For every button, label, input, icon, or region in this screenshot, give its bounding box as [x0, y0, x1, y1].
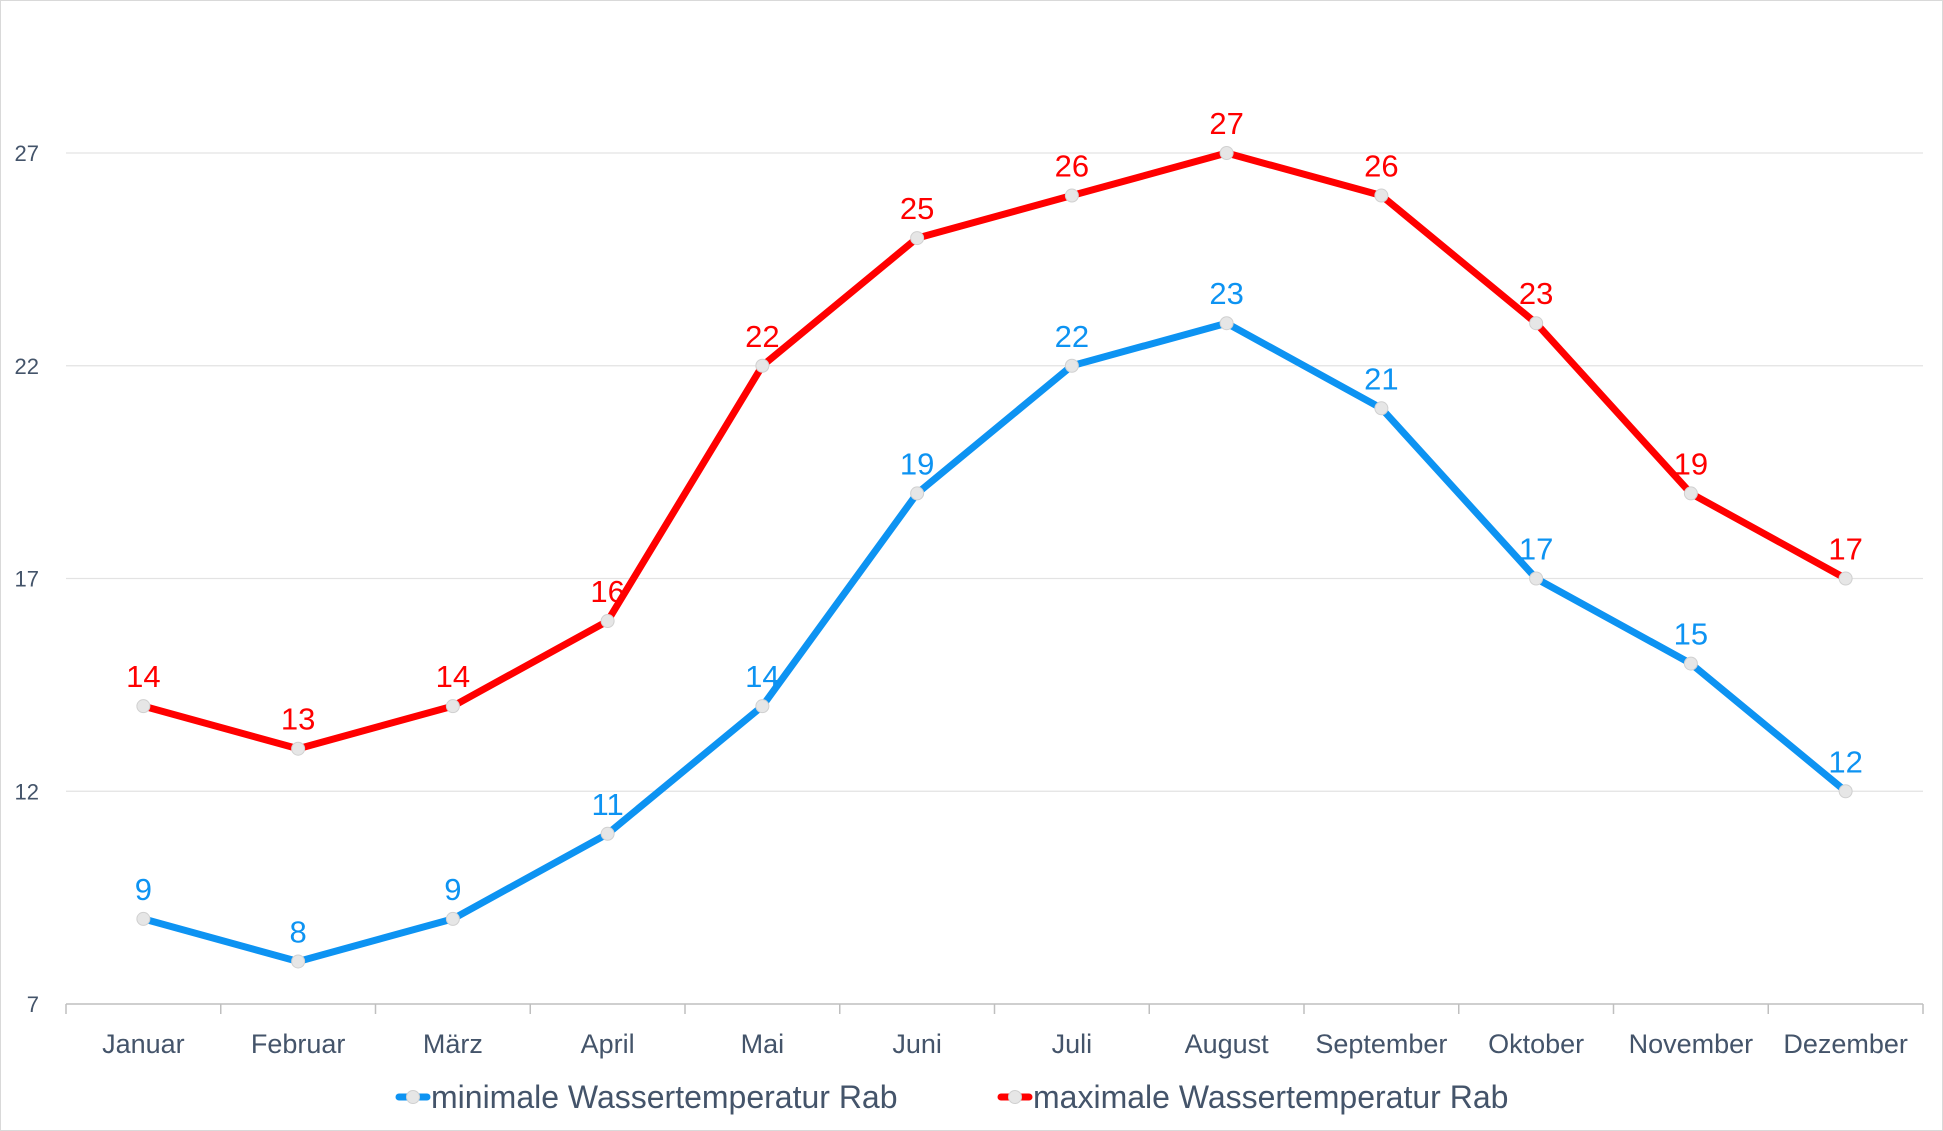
- x-tick-label: Oktober: [1488, 1029, 1584, 1059]
- data-point: [910, 231, 925, 246]
- y-tick-label: 12: [15, 779, 39, 804]
- data-point: [445, 911, 460, 926]
- legend-label: minimale Wassertemperatur Rab: [431, 1079, 898, 1115]
- data-labels: 9 8 9 11 14 19 22 23 21 17 15 12 14 13 14 16 22 25 26 27 26 2…: [126, 106, 1863, 949]
- data-point: [291, 741, 306, 756]
- data-point: [910, 486, 925, 501]
- data-point: [1219, 316, 1234, 331]
- x-tick-label: Juli: [1052, 1029, 1093, 1059]
- data-point: [1529, 316, 1544, 331]
- data-label: 14: [745, 659, 779, 694]
- data-label: 11: [592, 787, 624, 822]
- data-point: [1219, 146, 1234, 160]
- data-label: 22: [1055, 319, 1089, 354]
- data-markers: [136, 146, 1853, 969]
- data-label: 16: [590, 574, 624, 609]
- data-point: [1683, 656, 1698, 671]
- legend-swatch-marker: [1008, 1090, 1022, 1104]
- x-tick-label: Januar: [102, 1029, 185, 1059]
- data-point: [136, 699, 151, 714]
- data-point: [1838, 784, 1853, 799]
- data-point: [1064, 358, 1079, 373]
- data-point: [755, 358, 770, 373]
- data-label: 23: [1519, 276, 1553, 311]
- data-label: 12: [1828, 744, 1862, 779]
- data-label: 9: [444, 872, 461, 907]
- data-label: 23: [1209, 276, 1243, 311]
- series-lines: [139, 149, 1850, 965]
- data-point: [1374, 401, 1389, 416]
- y-tick-label: 22: [15, 354, 39, 379]
- legend-item: minimale Wassertemperatur Rab: [395, 1079, 898, 1115]
- data-label: 15: [1674, 617, 1708, 652]
- data-label: 8: [290, 914, 307, 949]
- series-line-max: [139, 149, 1850, 753]
- data-label: 14: [126, 659, 160, 694]
- data-point: [1838, 571, 1853, 586]
- data-label: 17: [1828, 532, 1862, 567]
- data-point: [1064, 188, 1079, 203]
- series-line-min: [139, 319, 1850, 965]
- legend-swatch-marker: [406, 1090, 420, 1104]
- legend-label: maximale Wassertemperatur Rab: [1033, 1079, 1508, 1115]
- x-tick-label: November: [1629, 1029, 1754, 1059]
- y-axis-tick-labels: 7 12 17 22 27: [15, 141, 39, 1017]
- x-tick-label: Juni: [892, 1029, 942, 1059]
- x-tick-label: Dezember: [1783, 1029, 1908, 1059]
- legend: minimale Wassertemperatur Rab maximale Wa…: [395, 1079, 1508, 1115]
- x-axis: [65, 1003, 1924, 1014]
- data-label: 17: [1519, 532, 1553, 567]
- data-label: 19: [1674, 446, 1708, 481]
- y-tick-label: 27: [15, 141, 39, 166]
- data-label: 9: [135, 872, 152, 907]
- data-point: [445, 699, 460, 714]
- data-label: 13: [281, 702, 315, 737]
- data-point: [755, 699, 770, 714]
- x-tick-label: April: [581, 1029, 635, 1059]
- data-point: [600, 826, 615, 841]
- data-label: 14: [436, 659, 470, 694]
- data-label: 25: [900, 191, 934, 226]
- data-point: [600, 614, 615, 629]
- gridlines: [66, 152, 1923, 792]
- data-point: [291, 954, 306, 969]
- data-label: 19: [900, 446, 934, 481]
- x-axis-tick-labels: Januar Februar März April Mai Juni Juli August S…: [102, 1029, 1908, 1059]
- x-tick-label: März: [423, 1029, 483, 1059]
- x-tick-label: Mai: [741, 1029, 785, 1059]
- legend-item: maximale Wassertemperatur Rab: [997, 1079, 1508, 1115]
- x-tick-label: Februar: [251, 1029, 346, 1059]
- data-point: [1529, 571, 1544, 586]
- data-label: 22: [745, 319, 779, 354]
- data-label: 26: [1364, 149, 1398, 184]
- x-tick-label: August: [1185, 1029, 1270, 1059]
- data-label: 27: [1209, 106, 1243, 141]
- y-tick-label: 17: [15, 567, 39, 592]
- data-point: [1374, 188, 1389, 203]
- x-tick-label: September: [1315, 1029, 1447, 1059]
- data-label: 26: [1055, 149, 1089, 184]
- data-point: [136, 911, 151, 926]
- data-label: 21: [1364, 361, 1398, 396]
- y-tick-label: 7: [27, 992, 39, 1017]
- data-point: [1683, 486, 1698, 501]
